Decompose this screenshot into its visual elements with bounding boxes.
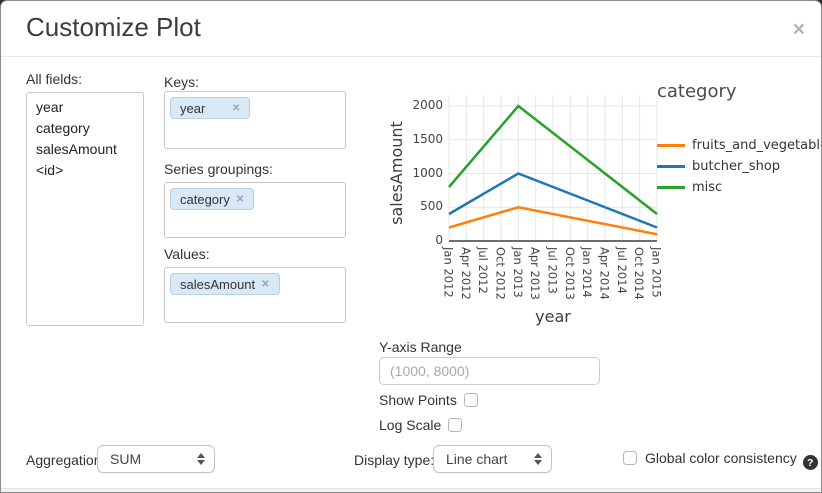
legend-item-butcher_shop[interactable]: butcher_shop — [657, 159, 821, 174]
aggregation-label: Aggregation: — [26, 452, 106, 468]
x-tick-label: Jan 2014 — [580, 247, 595, 298]
x-tick-label: Oct 2012 — [493, 247, 508, 300]
keys-label: Keys: — [164, 74, 200, 90]
field-item[interactable]: year — [36, 99, 64, 115]
remove-icon[interactable]: ✕ — [261, 278, 270, 290]
help-icon: ? — [802, 455, 818, 470]
y-tick-label: 1500 — [412, 131, 443, 146]
legend-label: fruits_and_vegetables — [692, 138, 822, 153]
legend-label: misc — [692, 180, 723, 195]
legend-item-misc[interactable]: misc — [657, 180, 821, 195]
line-chart-canvas — [448, 95, 658, 242]
all-fields-label: All fields: — [26, 71, 83, 87]
select-arrows-icon — [197, 452, 205, 466]
series-line-butcher_shop — [448, 172, 658, 229]
display-type-value: Line chart — [446, 451, 508, 467]
display-type-select[interactable]: Line chart — [433, 445, 552, 473]
x-tick-label: Jan 2012 — [441, 247, 456, 298]
show-points-label: Show Points — [379, 392, 457, 408]
pill-label: salesAmount — [180, 276, 256, 292]
y-tick-label: 2000 — [412, 98, 443, 112]
plot-preview: 0 500 1000 1500 2000 Jan 2012 Apr 2012 Jul 2012… — [381, 61, 822, 341]
values-box[interactable]: salesAmount ✕ — [164, 267, 346, 323]
field-item[interactable]: <id> — [36, 162, 64, 178]
y-tick-label: 500 — [420, 199, 443, 214]
x-tick-label: Jan 2015 — [649, 247, 664, 298]
keys-box[interactable]: year ✕ — [164, 91, 346, 149]
pill-category[interactable]: category ✕ — [170, 188, 255, 210]
series-groupings-box[interactable]: category ✕ — [164, 182, 346, 238]
dialog-header: Customize Plot × — [1, 1, 821, 57]
select-arrows-icon — [534, 452, 542, 466]
y-axis-range-input[interactable] — [379, 357, 600, 385]
y-axis-range-label: Y-axis Range — [379, 339, 462, 355]
chart-legend: category fruits_and_vegetables butcher_sho… — [657, 81, 822, 201]
global-color-label: Global color consistency — [645, 450, 797, 466]
dialog-footer — [1, 488, 821, 492]
dialog-title: Customize Plot — [26, 12, 201, 42]
legend-swatch-icon — [657, 144, 685, 147]
show-points-checkbox[interactable] — [463, 393, 478, 407]
series-groupings-label: Series groupings: — [164, 161, 273, 177]
field-item[interactable]: category — [36, 120, 90, 136]
x-tick-label: Apr 2014 — [597, 247, 612, 300]
y-tick-label: 0 — [435, 233, 443, 247]
series-line-fruits_and_vegetables — [448, 205, 658, 236]
y-axis-title: salesAmount — [387, 121, 406, 225]
x-tick-label: Apr 2012 — [458, 247, 473, 300]
x-tick-label: Jul 2014 — [614, 247, 629, 294]
display-type-label: Display type: — [354, 452, 435, 468]
log-scale-checkbox[interactable] — [448, 418, 463, 432]
remove-icon[interactable]: ✕ — [232, 102, 241, 114]
pill-salesAmount[interactable]: salesAmount ✕ — [170, 273, 280, 295]
x-axis-title: year — [535, 307, 571, 326]
close-icon[interactable]: × — [792, 18, 805, 41]
aggregation-select[interactable]: SUM — [97, 445, 215, 473]
x-tick-label: Jul 2012 — [476, 247, 491, 294]
x-tick-label: Jan 2013 — [510, 247, 525, 298]
pill-label: year — [180, 100, 206, 116]
x-tick-label: Apr 2013 — [528, 247, 543, 300]
x-tick-label: Oct 2014 — [632, 247, 647, 300]
pill-year[interactable]: year ✕ — [170, 97, 251, 119]
field-item[interactable]: salesAmount — [36, 141, 117, 157]
aggregation-value: SUM — [110, 451, 142, 467]
log-scale-label: Log Scale — [379, 417, 442, 433]
show-points-row: Show Points — [379, 392, 478, 408]
remove-icon[interactable]: ✕ — [235, 193, 245, 205]
global-color-row: Global color consistency? — [623, 450, 818, 470]
x-tick-label: Oct 2013 — [562, 247, 577, 300]
log-scale-row: Log Scale — [379, 417, 463, 433]
all-fields-listbox[interactable]: year category salesAmount <id> — [26, 92, 144, 326]
values-label: Values: — [164, 246, 210, 262]
legend-title: category — [657, 81, 737, 102]
legend-swatch-icon — [657, 186, 685, 189]
legend-label: butcher_shop — [692, 159, 781, 174]
legend-swatch-icon — [657, 165, 685, 168]
legend-item-fruits_and_vegetables[interactable]: fruits_and_vegetables — [657, 138, 822, 153]
y-tick-label: 1000 — [412, 165, 443, 180]
series-line-misc — [448, 104, 658, 215]
global-color-checkbox[interactable] — [623, 451, 637, 465]
x-tick-label: Jul 2013 — [545, 247, 560, 294]
pill-label: category — [180, 191, 230, 207]
